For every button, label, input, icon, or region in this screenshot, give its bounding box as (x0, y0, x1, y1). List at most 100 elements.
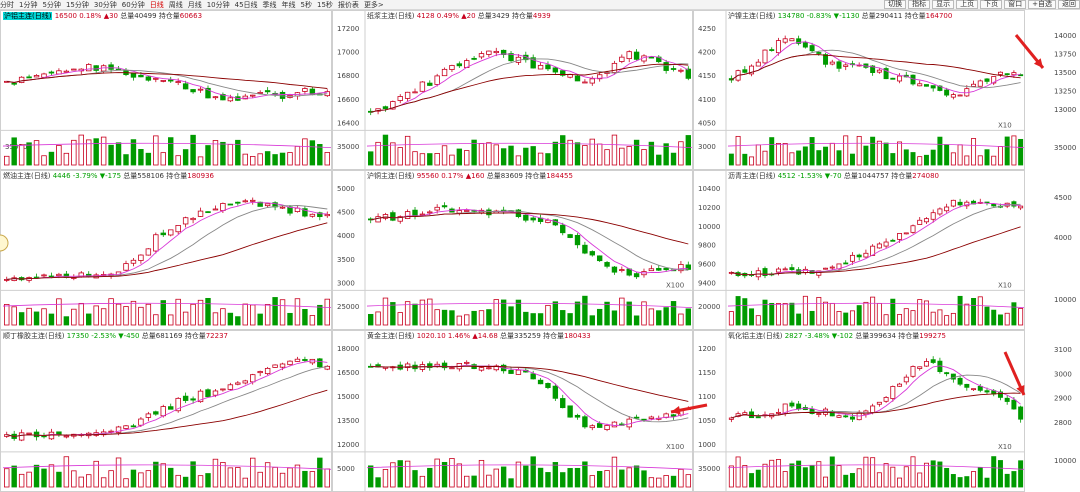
volume-bar (769, 302, 775, 326)
candle-body (168, 229, 174, 236)
volume-bar (648, 308, 655, 326)
candle-body (324, 214, 330, 217)
candle-body (910, 225, 916, 233)
volume-bar (648, 477, 655, 488)
period-tab-12[interactable]: 年线 (281, 1, 296, 9)
volume-bar (685, 135, 691, 166)
period-tab-5[interactable]: 60分钟 (121, 1, 145, 9)
period-tab-11[interactable]: 季线 (262, 1, 277, 9)
candle-body (427, 363, 433, 369)
chart-panel-1[interactable]: 17200 17000 16800 16600 16400 35000 纸浆主连(日线) 4… (332, 10, 693, 170)
volume-label: 总量 (500, 332, 515, 340)
candle-body (182, 83, 189, 90)
candle-body (302, 88, 308, 92)
volume-bar (574, 467, 581, 488)
candle-body (876, 243, 882, 249)
toolbar-button-2[interactable]: 显示 (932, 0, 955, 9)
candle-body (108, 430, 114, 433)
candle-body (168, 406, 174, 410)
toolbar-button-6[interactable]: +自选 (1028, 0, 1056, 9)
volume-bar (917, 156, 923, 166)
period-tab-3[interactable]: 15分钟 (65, 1, 89, 9)
volume-bar (883, 463, 889, 488)
volume-bar (930, 460, 936, 488)
period-tab-1[interactable]: 1分钟 (19, 1, 38, 9)
candle-body (471, 57, 477, 60)
period-tab-4[interactable]: 30分钟 (93, 1, 117, 9)
volume-bar (619, 147, 625, 166)
volume-bar (33, 464, 40, 488)
volume-bar (515, 155, 522, 166)
change-value: 14.68 (477, 332, 498, 340)
toolbar-button-5[interactable]: 窗口 (1004, 0, 1027, 9)
price-tick-label: 9800 (698, 242, 716, 250)
candle-body (685, 408, 691, 411)
chart-panel-5[interactable]: 10400 10200 10000 9800 9600 9400 20000 X10 沥青主连(… (693, 170, 1025, 330)
volume-bar (769, 137, 775, 166)
volume-bar (108, 144, 114, 166)
price-tick-label: 10400 (698, 185, 720, 193)
candle-body (917, 83, 923, 87)
candle-body (175, 225, 181, 233)
candle-body (108, 64, 114, 70)
volume-bar (670, 152, 677, 166)
candle-body (903, 232, 909, 235)
candle-body (742, 412, 748, 415)
price-tick-label: 4500 (337, 209, 355, 217)
volume-bar (41, 308, 47, 326)
volume-bar (560, 135, 566, 166)
panel-title: 沪镍主连(日线) 134780 -0.83% ▼-1130 总量290411 持… (728, 12, 952, 20)
volume-bar (537, 313, 544, 326)
volume-bar (368, 313, 374, 326)
volume-bar (493, 144, 499, 166)
period-tab-6[interactable]: 日线 (149, 1, 164, 9)
period-tab-14[interactable]: 15秒 (317, 1, 333, 9)
chart-panel-6[interactable]: 顺丁橡胶主连(日线) 17350 -2.53% ▼-450 总量681169 持… (0, 330, 332, 492)
chart-panel-0[interactable]: 35000 沪铝主连(日线) 16500 0.18% ▲30 总量40499 持仓… (0, 10, 332, 170)
volume-bar (412, 303, 418, 326)
volume-bar (971, 138, 977, 166)
volume-bar (971, 471, 977, 488)
candle-body (957, 201, 963, 206)
candle-body (883, 241, 889, 247)
volume-bar (552, 141, 559, 166)
volume-bar (324, 298, 330, 326)
period-tab-16[interactable]: 更多> (363, 1, 384, 9)
toolbar-button-3[interactable]: 上页 (956, 0, 979, 9)
period-tab-8[interactable]: 月线 (187, 1, 202, 9)
period-tab-10[interactable]: 45日线 (234, 1, 258, 9)
period-tab-0[interactable]: 分时 (0, 1, 14, 9)
open-interest-value: 180433 (564, 332, 591, 340)
volume-bar (876, 472, 882, 488)
candle-body (823, 267, 829, 270)
price-tick-label: 1050 (698, 417, 716, 425)
volume-bar (890, 153, 896, 166)
volume-bar (742, 465, 748, 488)
toolbar-button-0[interactable]: 切换 (884, 0, 907, 9)
volume-bar (619, 469, 625, 488)
period-tab-9[interactable]: 10分钟 (206, 1, 230, 9)
candle-body (419, 81, 426, 92)
period-tab-15[interactable]: 报价表 (337, 1, 359, 9)
last-price: 4512 (777, 172, 796, 180)
volume-bar (212, 458, 219, 488)
toolbar-button-1[interactable]: 指标 (908, 0, 931, 9)
right-axis-tick-label: 13000 (1054, 106, 1076, 114)
chart-panel-3[interactable]: 燃油主连(日线) 4446 -3.79% ▼-175 总量558106 持仓量1… (0, 170, 332, 330)
period-tab-2[interactable]: 5分钟 (42, 1, 61, 9)
chart-panel-7[interactable]: 18000 16500 15000 13500 12000 5000 X100 黄金主连(日线… (332, 330, 693, 492)
toolbar-button-4[interactable]: 下页 (980, 0, 1003, 9)
candle-body (545, 383, 551, 388)
period-tab-13[interactable]: 5秒 (300, 1, 313, 9)
volume-bar (11, 465, 17, 488)
period-tab-7[interactable]: 周线 (168, 1, 183, 9)
candle-body (493, 50, 499, 54)
chart-panel-2[interactable]: 4250 4200 4150 4100 4050 3000 X10 沪镍主连(日线) 1347… (693, 10, 1025, 170)
candle-body (775, 40, 781, 54)
toolbar-button-7[interactable]: 返回 (1058, 0, 1080, 9)
chart-panel-8[interactable]: 1200 1150 1100 1050 1000 35000 X10 氧化铝主连(日线) 28… (693, 330, 1025, 492)
candle-body (427, 82, 433, 86)
volume-bar (626, 146, 632, 166)
volume-bar (145, 470, 152, 488)
chart-panel-4[interactable]: 5000 4500 4000 3500 3000 25000 X100 沪铜主连(日线) 95… (332, 170, 693, 330)
